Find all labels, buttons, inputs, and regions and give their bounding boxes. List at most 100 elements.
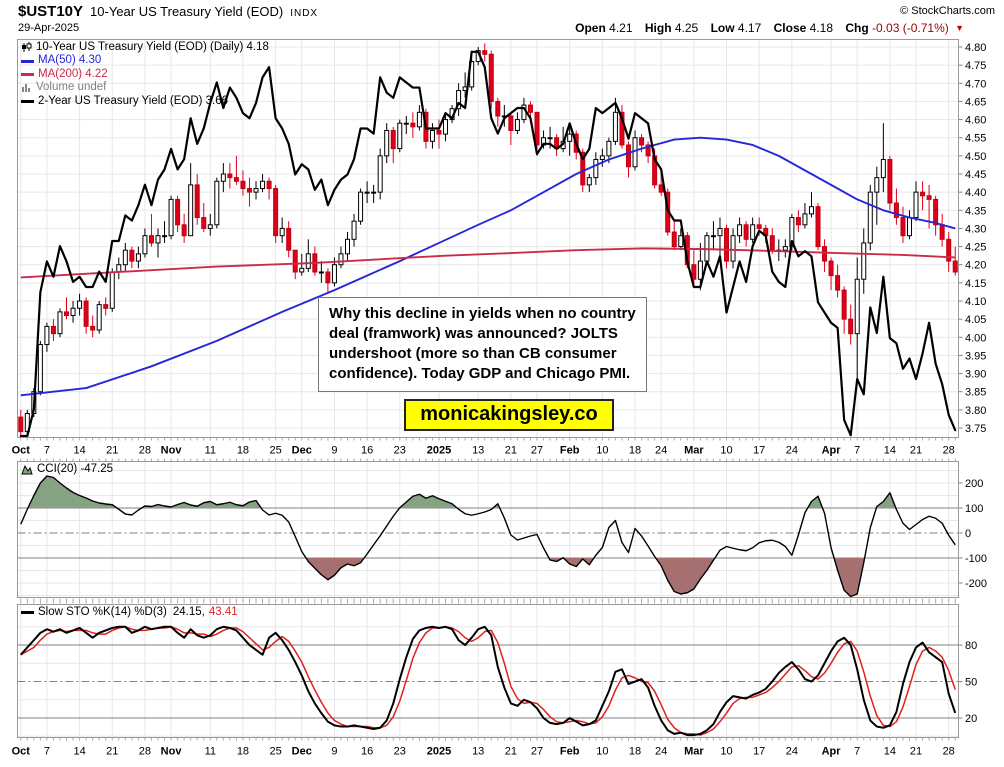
candle-body (129, 249, 135, 262)
x-axis-label: Dec (292, 445, 312, 457)
main-y-axis-label: 4.00 (965, 332, 986, 344)
candle-body (697, 260, 703, 280)
analyst-annotation-box: Why this decline in yields when no count… (318, 297, 647, 392)
candle-body (952, 260, 958, 273)
instrument-name: 10-Year US Treasury Yield (EOD) (90, 4, 284, 19)
cci-legend: CCI(20) -47.25 (21, 463, 113, 475)
candle-body (397, 122, 403, 150)
candle-body (403, 122, 409, 125)
chg-value: -0.03 (-0.71%) (872, 21, 949, 35)
candle-body (201, 217, 207, 229)
candle-body (815, 206, 821, 248)
x-axis-label: 21 (505, 445, 517, 457)
ticker-symbol: $UST10Y (18, 3, 84, 20)
main-y-axis-label: 3.80 (965, 405, 986, 417)
x-axis-label: 11 (205, 445, 216, 457)
candle-body (737, 224, 743, 237)
close-label: Close (773, 21, 807, 35)
candle-body (514, 119, 520, 131)
x-axis-label: 28 (943, 445, 955, 457)
candle-body (743, 224, 749, 240)
copyright-label: © StockCharts.com (900, 5, 995, 17)
low-value: 4.17 (737, 21, 762, 35)
candle-body (122, 249, 128, 266)
x-axis-label: 2025 (427, 445, 451, 457)
candle-body (906, 217, 912, 237)
close-value: 4.18 (809, 21, 834, 35)
candle-body (482, 50, 488, 55)
candle-body (364, 191, 370, 194)
volume-bars-icon (22, 83, 30, 92)
stochastic-y-axis-label: 80 (965, 640, 977, 652)
x-axis-label: Mar (684, 445, 704, 457)
cci-y-axis-label: -100 (965, 553, 987, 565)
x-axis-label: 10 (720, 445, 732, 457)
candle-body (769, 235, 775, 251)
x-axis-label: Nov (161, 746, 183, 758)
candle-body (429, 129, 435, 142)
annotation-line: Why this decline in yields when no count… (329, 305, 636, 322)
candlestick-series-icon (22, 42, 32, 53)
chg-label: Chg (845, 21, 869, 35)
chart-date: 29-Apr-2025 (18, 22, 80, 34)
x-axis-label: 21 (106, 445, 118, 457)
candle-body (828, 260, 834, 277)
candle-body (168, 198, 174, 237)
candle-body (456, 90, 462, 110)
candle-body (90, 325, 96, 331)
main-y-axis-label: 4.50 (965, 151, 986, 163)
site-watermark-badge: monicakingsley.co (404, 399, 614, 431)
candle-body (880, 158, 886, 179)
ma200-line-icon (21, 73, 34, 77)
candle-body (488, 53, 494, 102)
candle-body (612, 111, 618, 142)
cci-overbought-fill (20, 476, 956, 508)
high-label: High (644, 21, 672, 35)
candle-body (358, 191, 364, 222)
main-y-axis-label: 4.75 (965, 60, 986, 72)
x-axis-label: 16 (361, 445, 373, 457)
candle-body (874, 177, 880, 193)
x-axis-label: 18 (237, 445, 249, 457)
main-y-axis-label: 4.40 (965, 187, 986, 199)
candle-body (142, 235, 148, 255)
candle-body (371, 191, 377, 194)
ma50-line (20, 136, 956, 397)
candle-body (57, 311, 63, 335)
low-label: Low (710, 21, 735, 35)
main-y-axis-label: 4.05 (965, 314, 986, 326)
x-axis-label: Feb (560, 445, 580, 457)
x-axis-label: 18 (629, 746, 641, 758)
candle-body (691, 264, 697, 280)
cci-y-axis-label: 100 (965, 503, 983, 515)
exchange-label: INDX (290, 8, 319, 19)
candle-body (292, 249, 298, 273)
candle-body (37, 344, 43, 393)
x-axis-label: Dec (292, 746, 312, 758)
candle-body (338, 253, 344, 266)
x-axis-label: 16 (361, 746, 373, 758)
candle-body (325, 271, 331, 284)
stochastic-line-icon (21, 610, 34, 614)
x-axis-label: 28 (139, 746, 151, 758)
x-axis-label: 25 (269, 445, 281, 457)
main-y-axis-label: 4.25 (965, 242, 986, 254)
x-axis-label: 18 (237, 746, 249, 758)
legend-ma200: MA(200) 4.22 (21, 68, 269, 81)
candle-body (318, 271, 324, 274)
candle-body (841, 289, 847, 320)
candle-body (443, 119, 449, 135)
candle-body (893, 202, 899, 219)
chg-down-arrow-icon: ▼ (955, 23, 964, 33)
stochastic-legend: Slow STO %K(14) %D(3) 24.15, 43.41 (21, 606, 238, 618)
x-axis-label: 14 (73, 445, 85, 457)
candle-body (939, 224, 945, 240)
candle-body (887, 158, 893, 204)
legend-volume: Volume undef (21, 81, 269, 94)
main-y-axis-label: 4.65 (965, 96, 986, 108)
main-y-axis-label: 3.95 (965, 350, 986, 362)
x-axis-label: 27 (531, 746, 543, 758)
candle-body (900, 217, 906, 237)
